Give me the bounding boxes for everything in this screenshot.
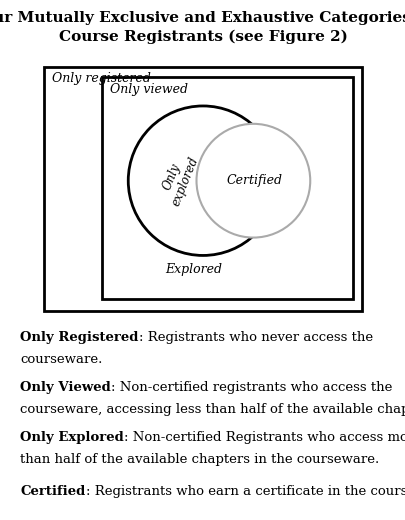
Text: : Non-certified registrants who access the: : Non-certified registrants who access t… [111, 381, 392, 394]
Text: Only Viewed: Only Viewed [20, 381, 111, 394]
Text: Four Mutually Exclusive and Exhaustive Categories of
Course Registrants (see Fig: Four Mutually Exclusive and Exhaustive C… [0, 11, 405, 44]
Text: than half of the available chapters in the courseware.: than half of the available chapters in t… [20, 453, 379, 466]
Text: : Registrants who never access the: : Registrants who never access the [139, 331, 372, 344]
Text: : Non-certified Registrants who access more: : Non-certified Registrants who access m… [124, 431, 405, 444]
Text: Only Registered: Only Registered [20, 331, 139, 344]
Text: Only registered: Only registered [52, 72, 150, 85]
Text: courseware, accessing less than half of the available chapters.: courseware, accessing less than half of … [20, 403, 405, 416]
Circle shape [196, 124, 309, 238]
Text: courseware.: courseware. [20, 353, 102, 366]
Text: Certified: Certified [226, 174, 282, 187]
Text: Certified: Certified [20, 485, 85, 498]
Circle shape [128, 106, 277, 255]
Text: : Registrants who earn a certificate in the course.: : Registrants who earn a certificate in … [85, 485, 405, 498]
Text: Explored: Explored [164, 263, 221, 276]
Bar [102, 76, 352, 300]
Text: Only viewed: Only viewed [110, 83, 188, 96]
Text: Only
explored: Only explored [156, 150, 201, 209]
Text: Only Explored: Only Explored [20, 431, 124, 444]
